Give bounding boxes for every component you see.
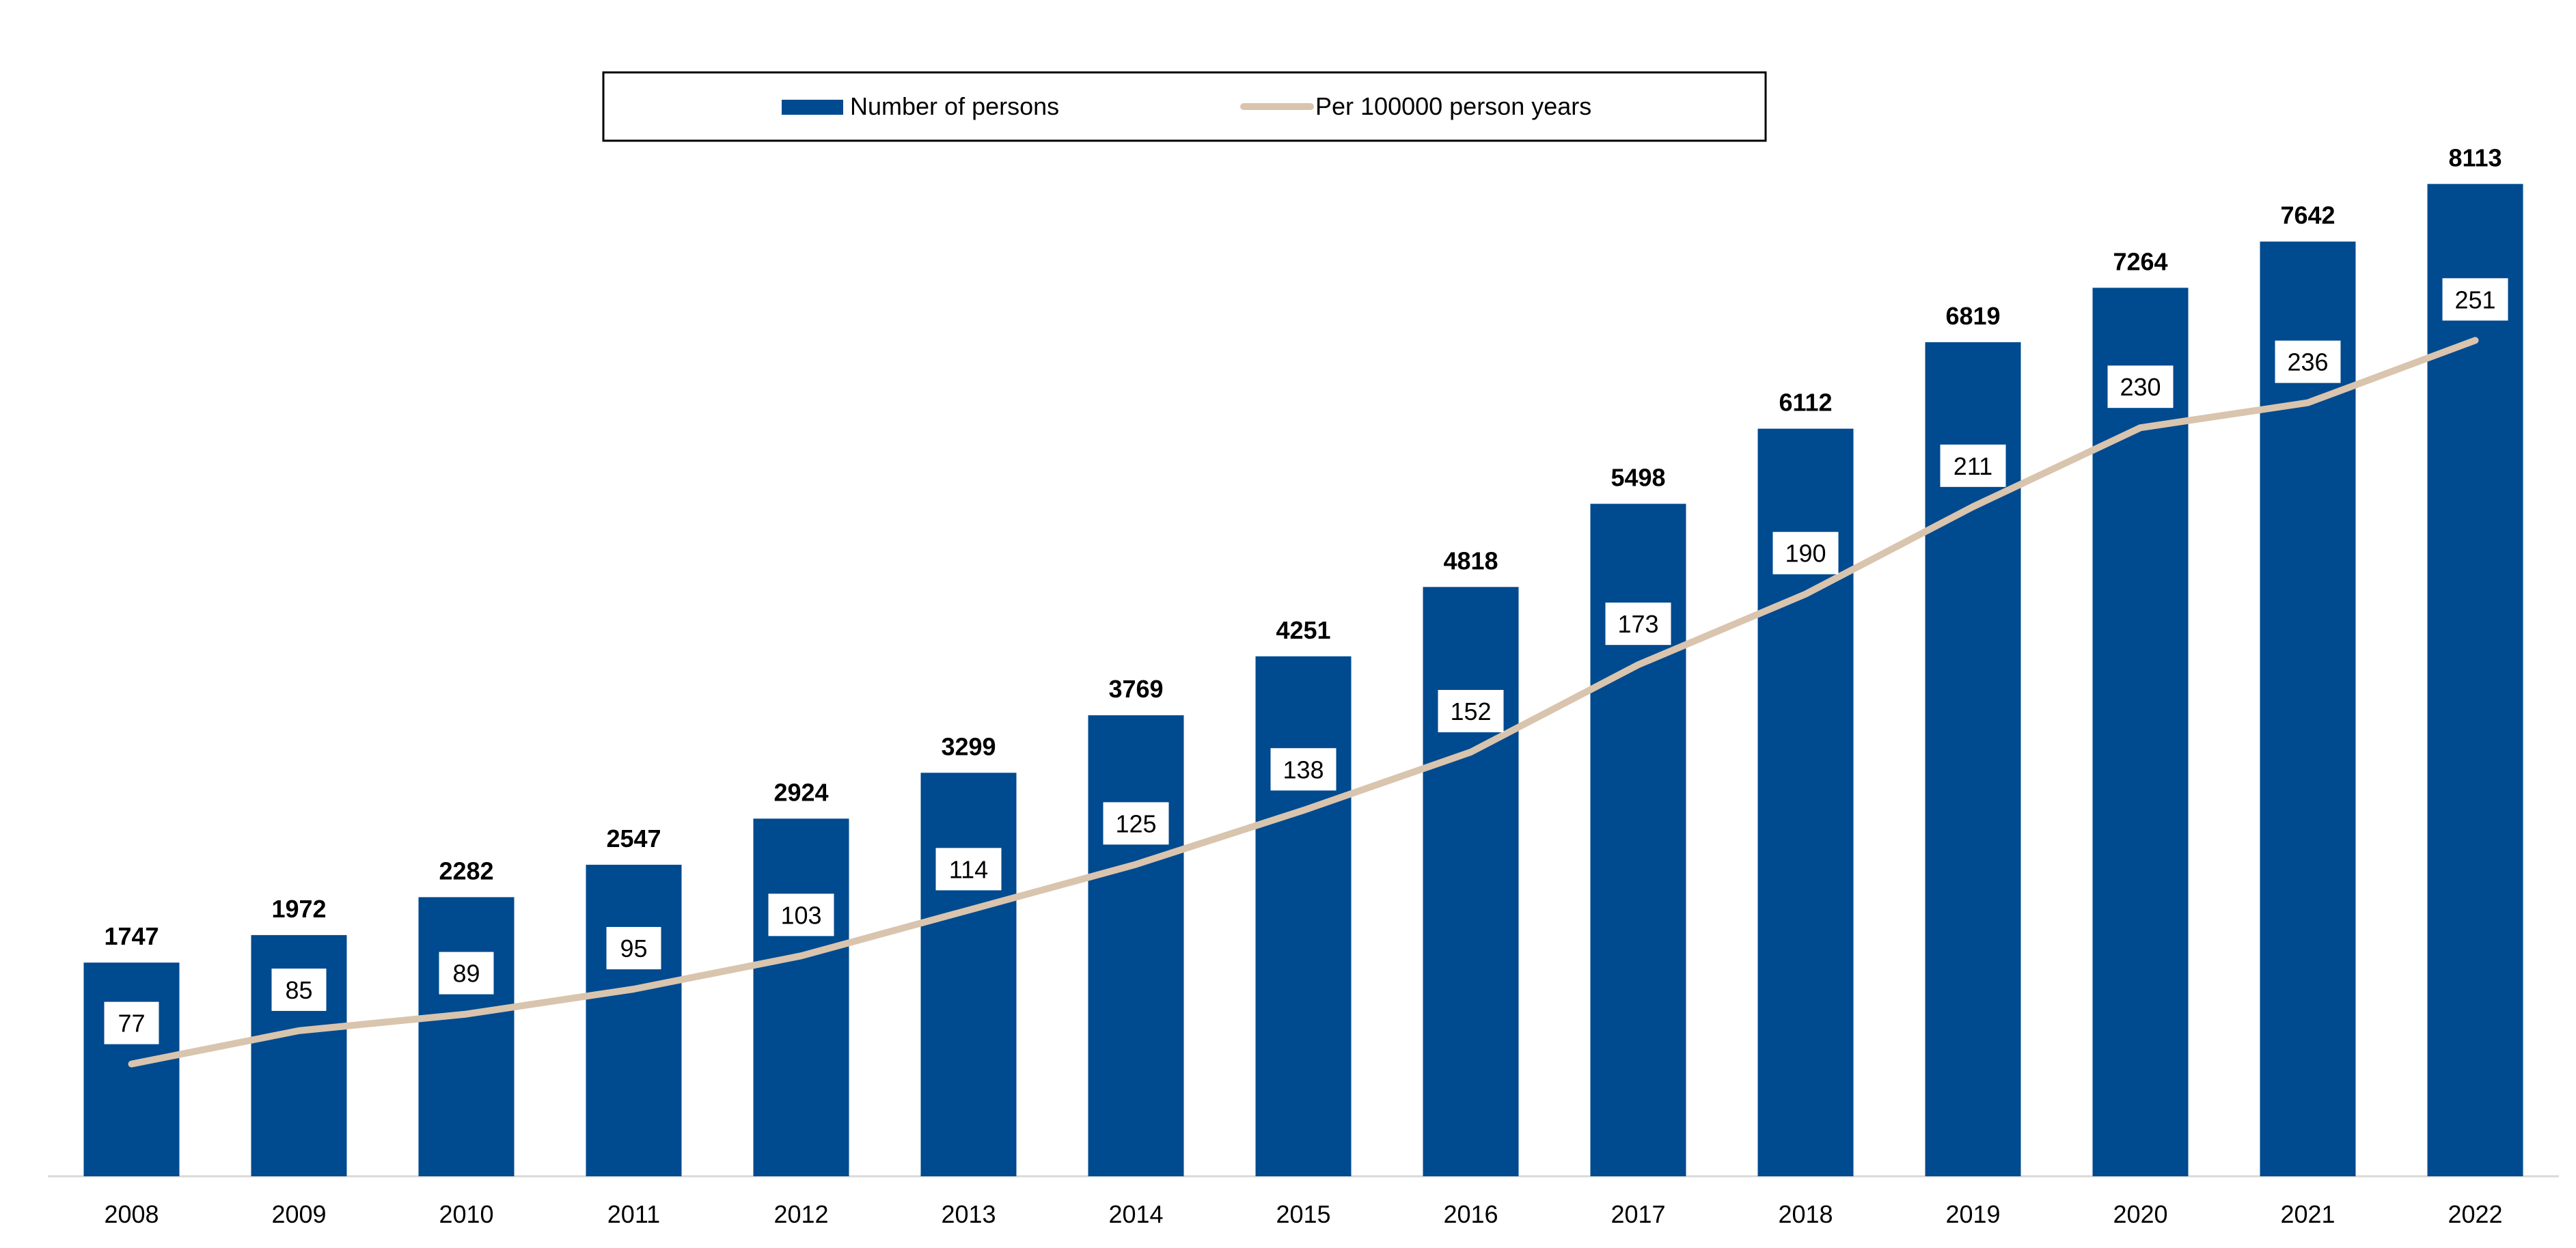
line-label-box-2016 [1438, 690, 1504, 733]
line-series-per-100000 [128, 337, 2479, 1068]
bar-2012 [753, 818, 849, 1176]
line-label-2016: 152 [1438, 690, 1504, 733]
bar-label-2019: 6819 [1945, 302, 2000, 330]
bar-label-2020: 7264 [2113, 247, 2167, 275]
line-label-box-2018 [1772, 531, 1839, 574]
x-tick-2012: 2012 [773, 1200, 828, 1228]
line-label-box-2014 [1103, 802, 1169, 845]
bar-label-2010: 2282 [439, 857, 493, 885]
line-label-text-2009: 85 [285, 976, 312, 1004]
line-label-2022: 251 [2442, 278, 2508, 321]
bar-label-2017: 5498 [1611, 464, 1665, 492]
line-label-text-2020: 230 [2120, 373, 2161, 401]
line-label-box-2008 [104, 1001, 159, 1044]
x-axis-tick-labels: 2008 2009 2010 2011 2012 2013 2014 2015 2016 2017… [104, 1200, 2502, 1228]
line-label-text-2019: 211 [1954, 452, 1992, 480]
bar-label-2022: 8113 [2448, 143, 2502, 171]
bar-2010 [418, 897, 515, 1176]
line-label-box-2010 [439, 952, 494, 995]
line-label-2019: 211 [1940, 444, 2006, 487]
bar-2013 [920, 773, 1017, 1176]
x-tick-2008: 2008 [104, 1200, 159, 1228]
bar-2008 [83, 962, 180, 1176]
line-label-2009: 85 [271, 968, 327, 1011]
bar-label-2018: 6112 [1779, 389, 1832, 417]
line-label-box-2009 [271, 968, 327, 1011]
line-label-box-2019 [1940, 444, 2006, 487]
bar-label-2011: 2547 [606, 824, 661, 852]
line-label-box-2020 [2107, 365, 2174, 408]
bar-label-2009: 1972 [271, 895, 326, 923]
line-label-2015: 138 [1270, 748, 1337, 791]
legend-label-bars: Number of persons [850, 92, 1059, 120]
line-data-labels: 77 85 89 95 103 114 125 138 152 173 190 211 230 236 25… [104, 278, 2508, 1044]
bar-label-2015: 4251 [1276, 616, 1330, 644]
bar-2020 [2092, 288, 2189, 1177]
line-label-box-2021 [2275, 340, 2341, 383]
bar-label-2016: 4818 [1443, 546, 1498, 574]
x-tick-2009: 2009 [271, 1200, 326, 1228]
line-label-2020: 230 [2107, 365, 2174, 408]
x-tick-2021: 2021 [2280, 1200, 2335, 1228]
line-label-text-2010: 89 [452, 960, 480, 988]
line-label-text-2016: 152 [1450, 697, 1491, 725]
bar-label-2012: 2924 [773, 778, 828, 806]
bar-2014 [1088, 715, 1184, 1176]
line-label-2021: 236 [2275, 340, 2341, 383]
line-label-2017: 173 [1605, 602, 1671, 646]
bar-label-2008: 1747 [104, 922, 159, 950]
line-label-text-2008: 77 [118, 1010, 145, 1038]
line-label-2011: 95 [606, 927, 661, 970]
line-label-text-2014: 125 [1115, 809, 1156, 837]
x-tick-2014: 2014 [1108, 1200, 1163, 1228]
x-tick-2022: 2022 [2448, 1200, 2502, 1228]
line-label-box-2022 [2442, 278, 2508, 321]
line-label-text-2011: 95 [620, 934, 647, 962]
x-tick-2020: 2020 [2113, 1200, 2167, 1228]
bar-2016 [1423, 587, 1519, 1176]
line-label-text-2022: 251 [2454, 286, 2495, 314]
line-label-text-2018: 190 [1785, 540, 1826, 568]
bar-2021 [2260, 241, 2356, 1177]
line-label-box-2012 [768, 893, 834, 937]
bar-data-labels: 1747 1972 2282 2547 2924 3299 3769 4251 4818 5498… [104, 143, 2502, 950]
line-label-text-2017: 173 [1617, 610, 1658, 638]
bar-label-2013: 3299 [941, 732, 996, 760]
x-tick-2017: 2017 [1611, 1200, 1665, 1228]
x-tick-2011: 2011 [607, 1200, 660, 1228]
x-tick-2013: 2013 [941, 1200, 996, 1228]
x-tick-2015: 2015 [1276, 1200, 1330, 1228]
x-tick-2010: 2010 [439, 1200, 493, 1228]
line-label-2012: 103 [768, 893, 834, 937]
line-label-2010: 89 [439, 952, 494, 995]
legend-label-line: Per 100000 person years [1315, 92, 1591, 120]
line-label-2013: 114 [935, 848, 1002, 891]
bar-label-2014: 3769 [1108, 675, 1163, 703]
bar-2015 [1255, 656, 1352, 1176]
line-label-box-2015 [1270, 748, 1337, 791]
x-tick-2019: 2019 [1945, 1200, 2000, 1228]
line-label-box-2017 [1605, 602, 1671, 646]
line-label-text-2013: 114 [949, 855, 988, 883]
x-tick-2018: 2018 [1778, 1200, 1833, 1228]
line-label-2008: 77 [104, 1001, 159, 1044]
line-label-box-2013 [935, 848, 1002, 891]
legend: Number of persons Per 100000 person year… [602, 71, 1767, 142]
x-tick-2016: 2016 [1443, 1200, 1498, 1228]
line-label-2014: 125 [1103, 802, 1169, 845]
line-label-text-2012: 103 [780, 901, 821, 929]
bar-label-2021: 7642 [2280, 202, 2335, 230]
bar-series [83, 184, 2523, 1177]
line-label-text-2015: 138 [1283, 755, 1324, 784]
bar-2011 [586, 864, 682, 1176]
legend-bar-swatch [782, 100, 843, 115]
bar-2022 [2427, 184, 2523, 1176]
line-label-box-2011 [606, 927, 661, 970]
line-label-text-2021: 236 [2287, 348, 2328, 376]
line-label-2018: 190 [1772, 531, 1839, 574]
